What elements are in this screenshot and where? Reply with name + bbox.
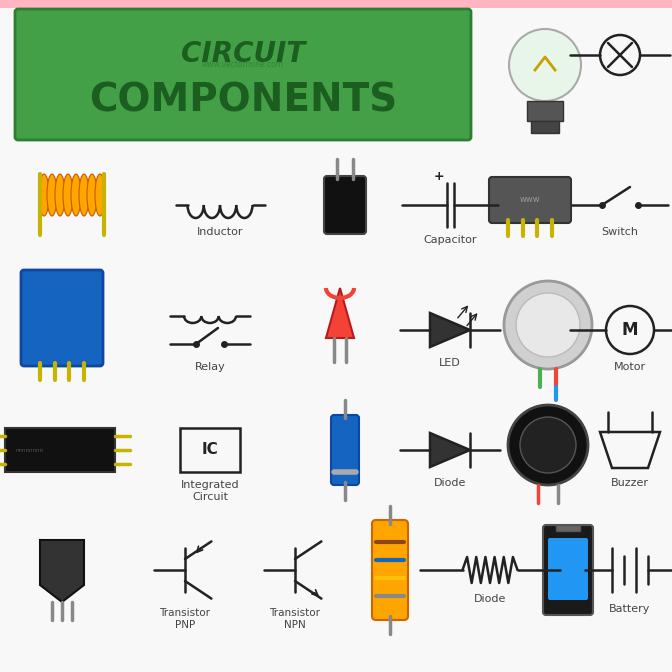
Text: Inductor: Inductor xyxy=(197,227,243,237)
Ellipse shape xyxy=(55,174,65,216)
Text: nnnnnnnn: nnnnnnnn xyxy=(16,448,44,452)
Text: Switch: Switch xyxy=(601,227,638,237)
Text: Diode: Diode xyxy=(434,478,466,488)
Circle shape xyxy=(508,405,588,485)
FancyBboxPatch shape xyxy=(548,538,588,600)
Text: Capacitor: Capacitor xyxy=(423,235,476,245)
Text: LED: LED xyxy=(439,358,461,368)
Circle shape xyxy=(516,293,580,357)
Text: Diode: Diode xyxy=(474,594,506,604)
FancyBboxPatch shape xyxy=(15,9,471,140)
Ellipse shape xyxy=(63,174,73,216)
Polygon shape xyxy=(430,313,470,347)
Text: www.vectormine.com: www.vectormine.com xyxy=(202,60,284,69)
Ellipse shape xyxy=(71,174,81,216)
Ellipse shape xyxy=(47,174,57,216)
Text: Battery: Battery xyxy=(610,604,650,614)
Bar xyxy=(531,121,559,133)
Bar xyxy=(5,428,115,472)
Text: IC: IC xyxy=(202,442,218,458)
Circle shape xyxy=(509,29,581,101)
Bar xyxy=(527,101,563,121)
Polygon shape xyxy=(326,288,354,338)
Text: Integrated
Circuit: Integrated Circuit xyxy=(181,480,239,501)
Bar xyxy=(180,428,240,472)
Text: +: + xyxy=(433,171,444,183)
FancyBboxPatch shape xyxy=(543,525,593,615)
Polygon shape xyxy=(430,433,470,467)
Ellipse shape xyxy=(95,174,105,216)
Text: M: M xyxy=(622,321,638,339)
FancyBboxPatch shape xyxy=(489,177,571,223)
FancyBboxPatch shape xyxy=(331,415,359,485)
Text: Transistor
NPN: Transistor NPN xyxy=(269,608,321,630)
Circle shape xyxy=(504,281,592,369)
Polygon shape xyxy=(40,540,84,602)
Ellipse shape xyxy=(87,174,97,216)
Bar xyxy=(556,525,580,531)
Ellipse shape xyxy=(39,174,49,216)
Text: Transistor
PNP: Transistor PNP xyxy=(159,608,210,630)
FancyBboxPatch shape xyxy=(324,176,366,234)
Text: Motor: Motor xyxy=(614,362,646,372)
FancyBboxPatch shape xyxy=(372,520,408,620)
Circle shape xyxy=(520,417,576,473)
Text: COMPONENTS: COMPONENTS xyxy=(89,81,397,119)
Text: Relay: Relay xyxy=(195,362,225,372)
Ellipse shape xyxy=(79,174,89,216)
Text: www: www xyxy=(519,196,540,204)
Bar xyxy=(0,0,672,8)
FancyBboxPatch shape xyxy=(21,270,103,366)
Text: CIRCUIT: CIRCUIT xyxy=(181,40,305,68)
Text: Buzzer: Buzzer xyxy=(611,478,649,488)
